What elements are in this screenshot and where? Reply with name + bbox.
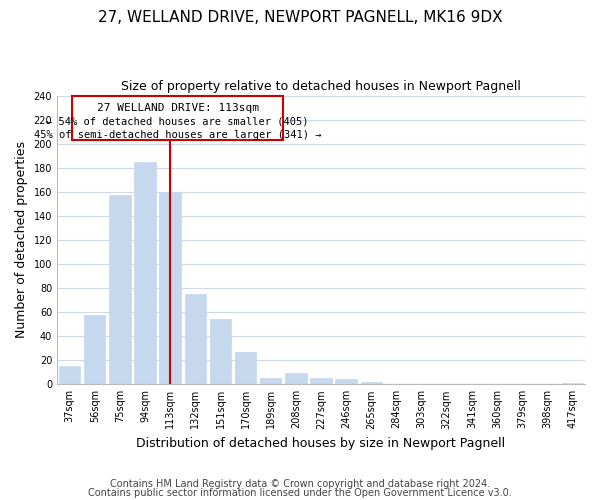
Bar (59, 366, 80, 384)
Bar (285, 374, 307, 384)
Y-axis label: Number of detached properties: Number of detached properties (15, 142, 28, 338)
Bar (109, 196, 131, 384)
X-axis label: Distribution of detached houses by size in Newport Pagnell: Distribution of detached houses by size … (136, 437, 506, 450)
Text: Contains public sector information licensed under the Open Government Licence v3: Contains public sector information licen… (88, 488, 512, 498)
Bar (185, 294, 206, 384)
FancyBboxPatch shape (72, 96, 283, 140)
Bar (335, 380, 357, 384)
Text: ← 54% of detached houses are smaller (405): ← 54% of detached houses are smaller (40… (46, 116, 309, 126)
Bar (84, 314, 106, 384)
Bar (235, 352, 256, 384)
Text: Contains HM Land Registry data © Crown copyright and database right 2024.: Contains HM Land Registry data © Crown c… (110, 479, 490, 489)
Bar (361, 382, 382, 384)
Bar (562, 383, 583, 384)
Bar (134, 162, 156, 384)
Bar (310, 378, 332, 384)
Bar (160, 192, 181, 384)
Title: Size of property relative to detached houses in Newport Pagnell: Size of property relative to detached ho… (121, 80, 521, 93)
Text: 27, WELLAND DRIVE, NEWPORT PAGNELL, MK16 9DX: 27, WELLAND DRIVE, NEWPORT PAGNELL, MK16… (98, 10, 502, 25)
Text: 45% of semi-detached houses are larger (341) →: 45% of semi-detached houses are larger (… (34, 130, 322, 140)
Bar (210, 320, 231, 384)
Bar (260, 378, 281, 384)
Text: 27 WELLAND DRIVE: 113sqm: 27 WELLAND DRIVE: 113sqm (97, 103, 259, 113)
